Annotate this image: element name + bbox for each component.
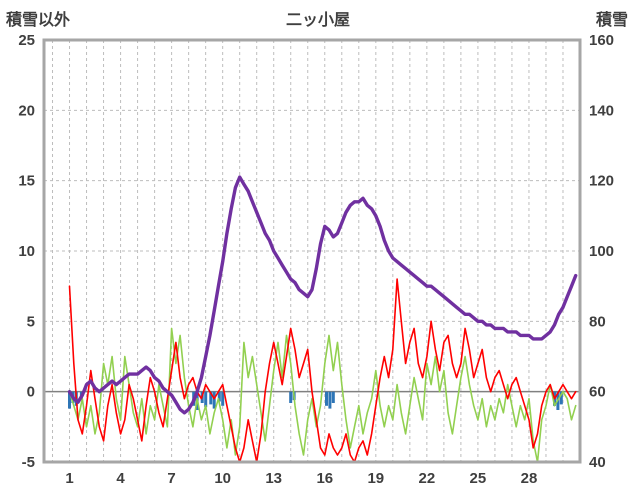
left-axis-tick-label: 25 [18,32,35,49]
left-axis-tick-label: -5 [22,454,35,471]
left-axis-tick-label: 5 [27,313,35,330]
x-axis-tick-label: 4 [116,470,125,487]
plot-frame [42,38,582,464]
left-axis-tick-label: 15 [18,173,35,190]
x-axis-tick-label: 25 [470,470,487,487]
left-axis-title: 積雪以外 [6,12,71,29]
x-axis-tick-label: 16 [316,470,333,487]
right-axis-tick-label: 120 [589,173,614,190]
bar-blue-bars [331,391,335,403]
bar-blue-bars [209,391,213,405]
bar-blue-bars [221,391,225,406]
x-axis-tick-label: 1 [65,470,73,487]
series-group [67,175,578,462]
left-axis-tick-label: 10 [18,243,35,260]
right-axis-tick-label: 40 [589,454,606,471]
bar-blue-bars [212,391,216,409]
bar-blue-bars [559,391,563,405]
left-axis-tick-label: 20 [18,102,35,119]
bar-blue-bars [289,391,293,403]
bar-blue-bars [204,391,208,408]
right-axis-title: 積雪 [595,12,628,29]
series-purple-snow-depth-line [67,175,578,415]
right-axis-tick-label: 140 [589,102,614,119]
series-red-line [68,278,577,462]
bar-blue-bars [68,391,71,409]
x-axis-tick-label: 22 [419,470,436,487]
chart-title: 二ッ小屋 [285,12,350,29]
right-axis-tick-label: 60 [589,384,606,401]
right-axis-tick-label: 100 [589,243,614,260]
right-axis-tick-label: 160 [589,32,614,49]
x-axis-tick-label: 28 [521,470,538,487]
left-axis-tick-label: 0 [27,384,35,401]
right-axis-tick-label: 80 [589,313,606,330]
bar-blue-bars [217,391,221,402]
x-axis-tick-label: 19 [367,470,384,487]
bar-blue-bars [325,391,328,406]
series-green-line [68,327,577,462]
x-axis-tick-label: 13 [265,470,282,487]
bar-blue-bars [328,391,332,409]
x-axis-tick-label: 7 [167,470,175,487]
x-axis-tick-label: 10 [214,470,231,487]
